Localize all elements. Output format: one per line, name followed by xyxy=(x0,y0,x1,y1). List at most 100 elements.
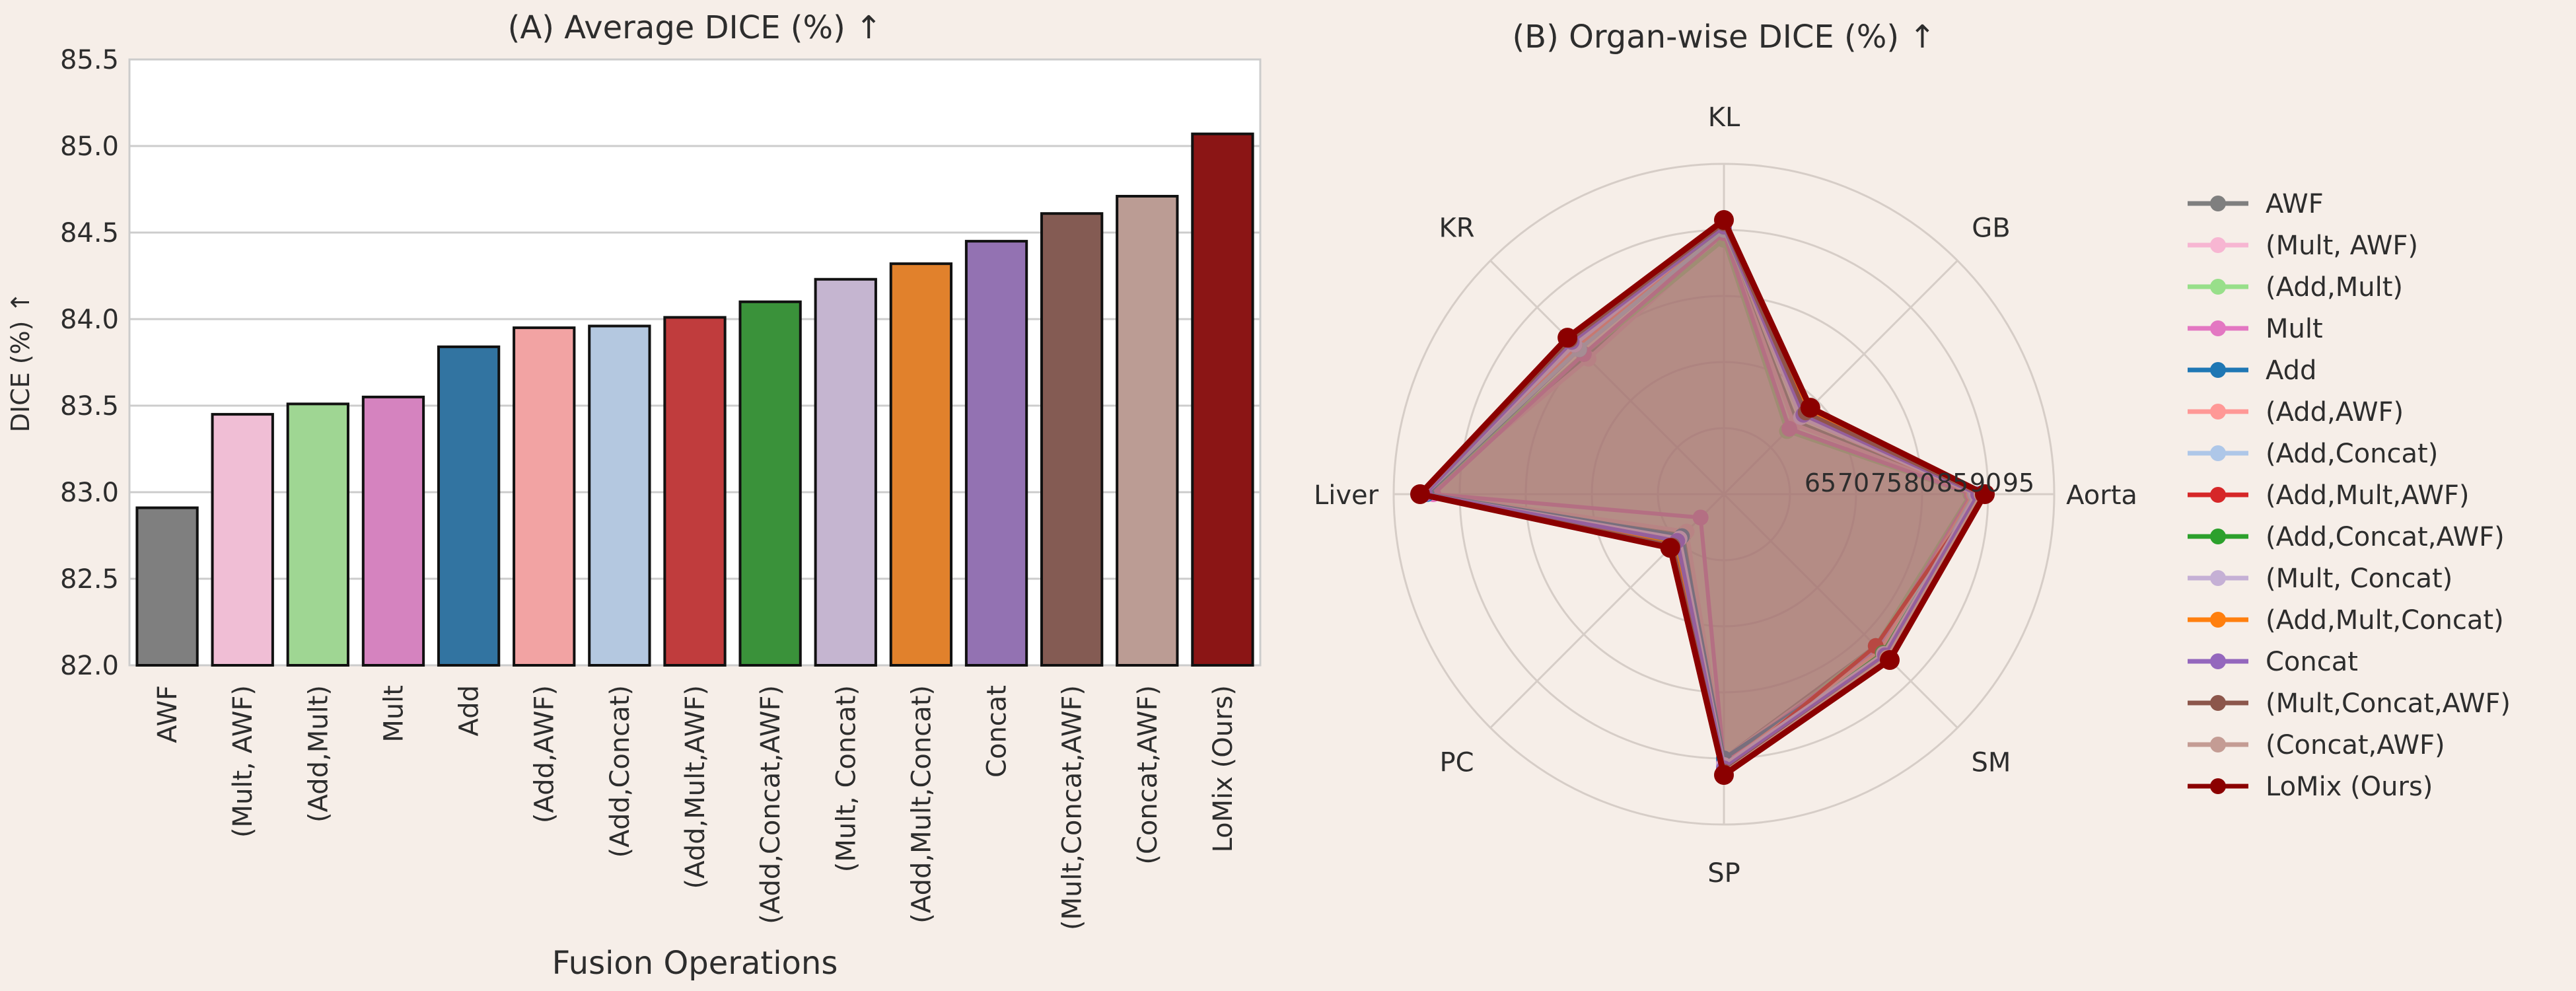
bar xyxy=(1191,132,1254,667)
x-tick-label: LoMix (Ours) xyxy=(1208,685,1238,852)
radar-spoke xyxy=(1489,260,1725,495)
bar xyxy=(663,316,727,667)
legend-marker xyxy=(2210,196,2226,211)
bar xyxy=(211,413,274,667)
legend-label: (Mult, AWF) xyxy=(2266,231,2418,261)
bar xyxy=(286,402,349,667)
x-tick-label: (Add,Mult) xyxy=(303,685,334,823)
legend-marker xyxy=(2210,570,2226,586)
x-tick-label: (Mult, AWF) xyxy=(228,685,258,838)
radial-tick-label: 95 xyxy=(2003,468,2034,497)
bar xyxy=(1040,212,1104,667)
radar-axis-label: KR xyxy=(1439,213,1475,244)
radar-data-point xyxy=(1557,328,1578,348)
legend-label: (Add,Concat) xyxy=(2266,439,2438,469)
radar-axis-label: KL xyxy=(1708,102,1740,133)
legend-label: (Mult, Concat) xyxy=(2266,564,2452,594)
bar xyxy=(437,345,501,667)
legend-marker xyxy=(2210,529,2226,544)
x-tick-label: (Add,Concat,AWF) xyxy=(756,685,786,924)
radar-axis-label: SP xyxy=(1707,858,1740,889)
y-tick-label: 85.0 xyxy=(60,131,119,162)
legend-marker xyxy=(2210,737,2226,752)
radar-data-point xyxy=(1781,421,1797,437)
radar-data-point xyxy=(1975,484,1995,504)
radar-data-point xyxy=(1660,538,1680,558)
legend-marker xyxy=(2210,279,2226,295)
legend-label: AWF xyxy=(2266,189,2324,219)
x-tick-label: (Add,AWF) xyxy=(530,685,560,823)
radar-data-point xyxy=(1410,484,1430,504)
radar-axis-label: Liver xyxy=(1314,480,1379,511)
y-tick-label: 82.5 xyxy=(60,564,119,595)
legend-label: LoMix (Ours) xyxy=(2266,772,2433,802)
radar-data-point xyxy=(1692,509,1709,526)
radar-chart-title: (B) Organ-wise DICE (%) ↑ xyxy=(1512,18,1935,55)
bar xyxy=(588,324,651,667)
bar xyxy=(814,277,877,667)
radial-tick-label: 75 xyxy=(1871,468,1902,497)
legend-marker xyxy=(2210,487,2226,503)
radar-data-point xyxy=(1714,210,1734,230)
x-tick-label: (Concat,AWF) xyxy=(1133,685,1163,865)
radar-axis-labels: Aorta GB KL KR Liver PC SP SM xyxy=(1314,102,2137,889)
bar xyxy=(361,395,425,667)
legend-label: Add xyxy=(2266,355,2316,386)
legend-marker xyxy=(2210,404,2226,420)
bar xyxy=(1116,194,1179,667)
legend-marker xyxy=(2210,695,2226,711)
x-tick-label: (Mult,Concat,AWF) xyxy=(1057,685,1088,930)
x-tick-label: AWF xyxy=(153,685,183,743)
x-tick-label: (Add,Concat) xyxy=(605,685,635,858)
radar-data-point xyxy=(1880,650,1900,671)
radar-spoke xyxy=(1723,493,1958,729)
radial-tick-label: 70 xyxy=(1838,468,1869,497)
bar-series xyxy=(135,132,1254,667)
x-tick-label: (Mult, Concat) xyxy=(831,685,861,872)
radial-tick-label: 90 xyxy=(1970,468,2001,497)
bar xyxy=(964,240,1028,667)
legend-marker xyxy=(2210,445,2226,461)
bar-chart-panel: (A) Average DICE (%) ↑ 82.0 82.5 83.0 83.5 8… xyxy=(6,9,1262,982)
radial-tick-label: 65 xyxy=(1805,468,1836,497)
radar-axis-label: Aorta xyxy=(2066,480,2137,511)
legend-label: (Concat,AWF) xyxy=(2266,730,2445,760)
y-tick-label: 83.5 xyxy=(60,391,119,422)
y-tick-label: 83.0 xyxy=(60,478,119,508)
legend-marker xyxy=(2210,653,2226,669)
bar xyxy=(513,326,576,667)
y-axis-label: DICE (%) ↑ xyxy=(6,292,35,433)
legend-label: Mult xyxy=(2266,314,2323,344)
legend-label: (Add,Mult,Concat) xyxy=(2266,605,2504,636)
legend: AWF (Mult, AWF) (Add,Mult) Mult Add (Add,AWF)… xyxy=(2188,189,2511,802)
y-tick-label: 82.0 xyxy=(60,651,119,681)
y-tick-label: 84.0 xyxy=(60,305,119,335)
x-tick-label: Add xyxy=(454,685,485,736)
x-tick-label: (Add,Mult,Concat) xyxy=(906,685,937,924)
radar-series xyxy=(1410,210,1995,785)
legend-marker xyxy=(2210,320,2226,336)
x-axis-ticks: AWF (Mult, AWF) (Add,Mult) Mult Add (Add,AWF)… xyxy=(153,685,1238,930)
legend-label: (Add,AWF) xyxy=(2266,397,2404,427)
x-tick-label: (Add,Mult,AWF) xyxy=(680,685,711,889)
y-tick-label: 84.5 xyxy=(60,218,119,248)
y-tick-label: 85.5 xyxy=(60,45,119,75)
radial-tick-label: 85 xyxy=(1937,468,1968,497)
legend-marker xyxy=(2210,362,2226,378)
x-axis-label: Fusion Operations xyxy=(552,945,838,982)
radar-axis-label: PC xyxy=(1440,747,1474,778)
radar-axis-label: GB xyxy=(1972,213,2010,244)
legend-marker xyxy=(2210,612,2226,628)
bar-chart-title: (A) Average DICE (%) ↑ xyxy=(508,9,882,46)
legend-marker xyxy=(2210,778,2226,794)
radar-radial-ticks: 65 70 75 80 85 90 95 xyxy=(1805,468,2034,497)
x-tick-label: Concat xyxy=(982,685,1013,778)
radar-axis-label: SM xyxy=(1972,747,2011,778)
x-tick-label: Mult xyxy=(378,685,409,743)
bar xyxy=(738,300,802,667)
bar xyxy=(135,506,199,667)
legend-label: (Add,Concat,AWF) xyxy=(2266,522,2505,552)
radar-chart-panel: (B) Organ-wise DICE (%) ↑ Aorta GB KL KR Liv… xyxy=(1314,18,2511,889)
radar-data-point xyxy=(1800,398,1820,418)
